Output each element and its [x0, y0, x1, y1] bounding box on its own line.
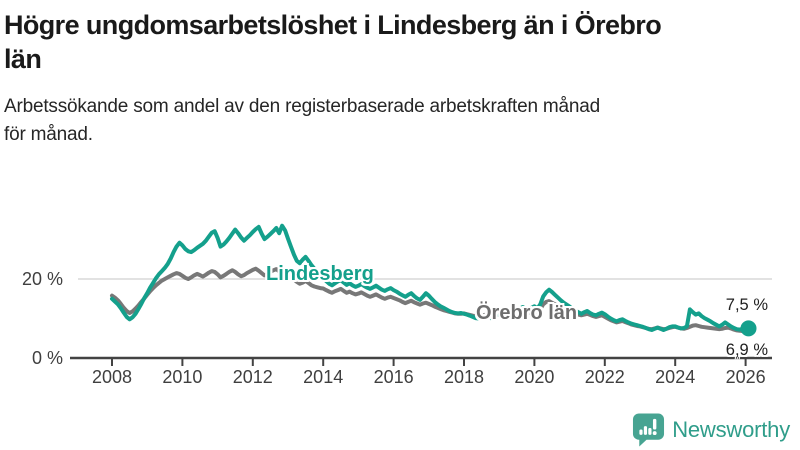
x-tick-label-2020: 2020 — [514, 367, 554, 387]
newsworthy-speech-bubble-barchart-icon — [633, 413, 665, 447]
chart-header: Högre ungdomsarbetslöshet i Lindesberg ä… — [4, 8, 796, 149]
y-tick-label-0: 0 % — [32, 348, 63, 368]
subtitle-line-1: Arbetssökande som andel av den registerb… — [4, 96, 601, 117]
x-tick-label-2010: 2010 — [162, 367, 202, 387]
title-line-1: Högre ungdomsarbetslöshet i Lindesberg ä… — [4, 10, 662, 40]
x-tick-label-2018: 2018 — [444, 367, 484, 387]
series-line-lindesberg — [110, 223, 751, 332]
page-title: Högre ungdomsarbetslöshet i Lindesberg ä… — [4, 8, 796, 76]
x-tick-label-2016: 2016 — [374, 367, 414, 387]
title-line-2: län — [4, 44, 42, 74]
x-tick-label-2008: 2008 — [92, 367, 132, 387]
x-tick-label-2026: 2026 — [726, 367, 766, 387]
chart-subtitle: Arbetssökande som andel av den registerb… — [4, 93, 796, 149]
y-tick-label-20: 20 % — [22, 269, 63, 289]
subtitle-line-2: för månad. — [4, 124, 93, 145]
x-tick-label-2022: 2022 — [585, 367, 625, 387]
series-end-dot — [740, 320, 757, 337]
x-tick-label-2024: 2024 — [655, 367, 695, 387]
x-tick-label-2012: 2012 — [233, 367, 273, 387]
brand-name: Newsworthy — [672, 417, 790, 442]
end-value-label-lindesberg: 7,5 % — [725, 296, 768, 314]
newsworthy-brand: Newsworthy — [632, 412, 790, 448]
end-value-label-orebro-lan: 6,9 % — [725, 341, 768, 359]
series-label-lindesberg: Lindesberg — [266, 263, 374, 285]
x-tick-label-2014: 2014 — [303, 367, 343, 387]
series-label-orebro-lan: Örebro län — [476, 302, 578, 324]
